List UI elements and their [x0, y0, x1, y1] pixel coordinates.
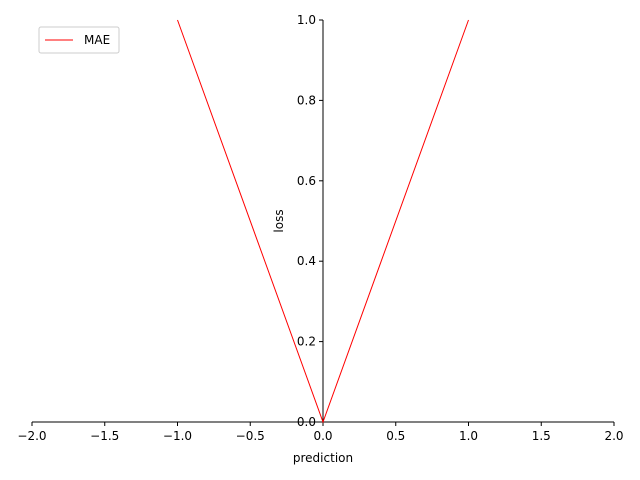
series-line-mae: [177, 19, 469, 424]
series-layer: [177, 19, 469, 424]
x-tick-label: 2.0: [604, 429, 623, 443]
y-tick-label: 0.6: [297, 174, 316, 188]
y-tick-label: 0.2: [297, 335, 316, 349]
x-ticks: −2.0 −1.5 −1.0 −0.5 0.0 0.5 1.0 1.5 2.0: [17, 422, 624, 443]
y-tick-label: 1.0: [297, 13, 316, 27]
y-axis-label: loss: [272, 209, 286, 232]
x-tick-label: −1.5: [90, 429, 119, 443]
x-tick-label: 1.0: [459, 429, 478, 443]
x-tick-label: 0.0: [313, 429, 332, 443]
y-tick-label: 0.8: [297, 93, 316, 107]
y-ticks: 0.0 0.2 0.4 0.6 0.8 1.0: [297, 13, 323, 429]
x-axis-label: prediction: [293, 451, 353, 465]
legend-box: [38, 26, 120, 54]
legend-entry-mae: MAE: [84, 33, 110, 47]
x-tick-label: 0.5: [386, 429, 405, 443]
x-tick-label: −0.5: [236, 429, 265, 443]
axes: −2.0 −1.5 −1.0 −0.5 0.0 0.5 1.0 1.5 2.0 0.00.20.…: [17, 13, 623, 443]
x-tick-label: −2.0: [17, 429, 46, 443]
legend: MAE: [38, 26, 120, 54]
x-tick-label: 1.5: [532, 429, 551, 443]
y-tick-label: 0.0: [297, 415, 316, 429]
y-tick-label: 0.4: [297, 254, 316, 268]
x-tick-label: −1.0: [163, 429, 192, 443]
